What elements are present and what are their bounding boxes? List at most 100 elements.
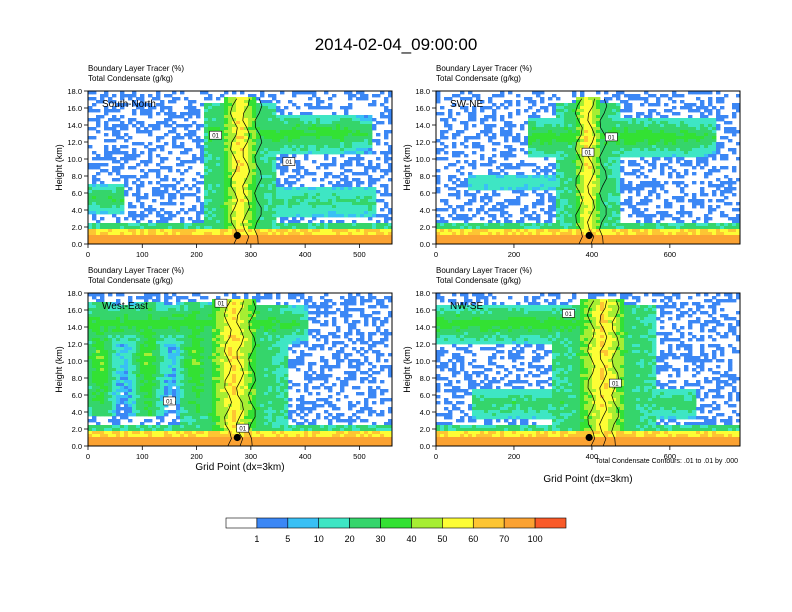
- colorbar-label: 20: [345, 534, 355, 544]
- y-tick-label: 6.0: [72, 391, 82, 400]
- y-tick-label: 2.0: [72, 425, 82, 434]
- y-tick-label: 2.0: [72, 223, 82, 232]
- location-marker: [233, 433, 241, 442]
- y-tick-label: 10.0: [67, 357, 82, 366]
- x-tick-label: 300: [245, 452, 258, 461]
- contour-tag-box: [581, 147, 595, 157]
- contour-tag: 01: [212, 134, 219, 140]
- field-label: Boundary Layer Tracer (%): [88, 266, 184, 275]
- colorbar-swatch: [472, 517, 505, 529]
- y-tick-label: 8.0: [72, 374, 82, 383]
- plot-frame: [87, 292, 393, 447]
- colorbar-label: 10: [314, 534, 324, 544]
- y-tick-label: 18.0: [67, 87, 82, 96]
- x-tick-label: 400: [299, 452, 312, 461]
- colorbar-label: 30: [376, 534, 386, 544]
- contour-tag-box: [605, 132, 618, 142]
- y-tick-label: 4.0: [72, 408, 82, 417]
- colorbar-label: 60: [468, 534, 478, 544]
- panel-name: South-North: [102, 99, 156, 110]
- contour-tag: 01: [565, 312, 572, 318]
- x-tick-label: 200: [508, 250, 521, 259]
- location-marker: [585, 433, 593, 442]
- plot-frame: [435, 90, 741, 245]
- location-marker: [233, 231, 241, 240]
- panel-3: Boundary Layer Tracer (%)Total Condensat…: [54, 266, 393, 461]
- contour-tag: 01: [286, 160, 293, 166]
- colorbar-swatch: [442, 517, 474, 529]
- x-tick-label: 0: [86, 452, 90, 461]
- x-tick-label: 0: [434, 250, 438, 259]
- contour-tag-box: [163, 396, 176, 406]
- x-tick-label: 500: [353, 250, 366, 259]
- x-axis-label-left: Grid Point (dx=3km): [195, 462, 284, 473]
- y-tick-label: 16.0: [415, 104, 430, 113]
- contour-tag: 01: [585, 151, 592, 157]
- contour-tag: 01: [612, 382, 619, 388]
- location-marker: [585, 231, 593, 240]
- x-tick-label: 300: [245, 250, 258, 259]
- contour-tag: 01: [166, 399, 173, 405]
- y-tick-label: 0.0: [72, 442, 82, 451]
- panel-4: Boundary Layer Tracer (%)Total Condensat…: [402, 266, 741, 461]
- panel-name: West-East: [102, 301, 148, 312]
- y-axis-label: Height (km): [54, 144, 64, 191]
- y-axis-label: Height (km): [402, 346, 412, 393]
- x-tick-label: 0: [86, 250, 90, 259]
- y-axis-label: Height (km): [402, 144, 412, 191]
- colorbar-swatch: [318, 517, 350, 529]
- colorbar-label: 50: [437, 534, 447, 544]
- colorbar-swatch: [534, 517, 567, 529]
- x-tick-label: 200: [508, 452, 521, 461]
- y-tick-label: 6.0: [72, 189, 82, 198]
- contour-tag-box: [608, 378, 622, 388]
- x-tick-label: 0: [434, 452, 438, 461]
- colorbar-label: 40: [406, 534, 416, 544]
- colorbar-swatch: [287, 517, 320, 529]
- y-tick-label: 2.0: [420, 223, 430, 232]
- field-label: Boundary Layer Tracer (%): [88, 64, 184, 73]
- contour-tag-box: [209, 130, 222, 140]
- condensate-contours: [223, 300, 257, 447]
- contour-tag-box: [214, 298, 228, 308]
- y-tick-label: 6.0: [420, 391, 430, 400]
- x-tick-label: 400: [586, 452, 599, 461]
- colorbar-swatch: [256, 517, 289, 529]
- contour-label: Total Condensate (g/kg): [436, 74, 521, 83]
- panel-1: Boundary Layer Tracer (%)Total Condensat…: [54, 64, 393, 259]
- y-tick-label: 14.0: [67, 323, 82, 332]
- x-tick-label: 600: [664, 452, 677, 461]
- x-tick-label: 100: [136, 250, 149, 259]
- field-label: Boundary Layer Tracer (%): [436, 64, 532, 73]
- figure-title: 2014-02-04_09:00:00: [315, 35, 478, 54]
- y-tick-label: 4.0: [420, 408, 430, 417]
- panel-name: NW-SE: [450, 301, 483, 312]
- x-tick-label: 500: [353, 452, 366, 461]
- field-cells: [88, 293, 393, 447]
- y-tick-label: 14.0: [415, 323, 430, 332]
- colorbar-label: 1: [254, 534, 259, 544]
- contour-tag: 01: [218, 302, 225, 308]
- contour-label: Total Condensate (g/kg): [88, 74, 173, 83]
- y-tick-label: 18.0: [67, 289, 82, 298]
- colorbar-swatch: [349, 517, 381, 529]
- y-tick-label: 12.0: [67, 340, 82, 349]
- colorbar-label: 70: [499, 534, 509, 544]
- y-tick-label: 8.0: [420, 374, 430, 383]
- y-tick-label: 12.0: [67, 138, 82, 147]
- plot-frame: [435, 292, 741, 447]
- y-tick-label: 8.0: [72, 172, 82, 181]
- x-tick-label: 600: [664, 250, 677, 259]
- y-tick-label: 16.0: [67, 306, 82, 315]
- field-label: Boundary Layer Tracer (%): [436, 266, 532, 275]
- colorbar-swatch: [503, 517, 536, 529]
- y-tick-label: 6.0: [420, 189, 430, 198]
- x-tick-label: 400: [586, 250, 599, 259]
- y-tick-label: 14.0: [415, 121, 430, 130]
- y-axis-label: Height (km): [54, 346, 64, 393]
- y-tick-label: 4.0: [72, 206, 82, 215]
- colorbar-label: 5: [285, 534, 290, 544]
- contour-tag: 01: [608, 135, 615, 141]
- field-cells: [88, 91, 393, 245]
